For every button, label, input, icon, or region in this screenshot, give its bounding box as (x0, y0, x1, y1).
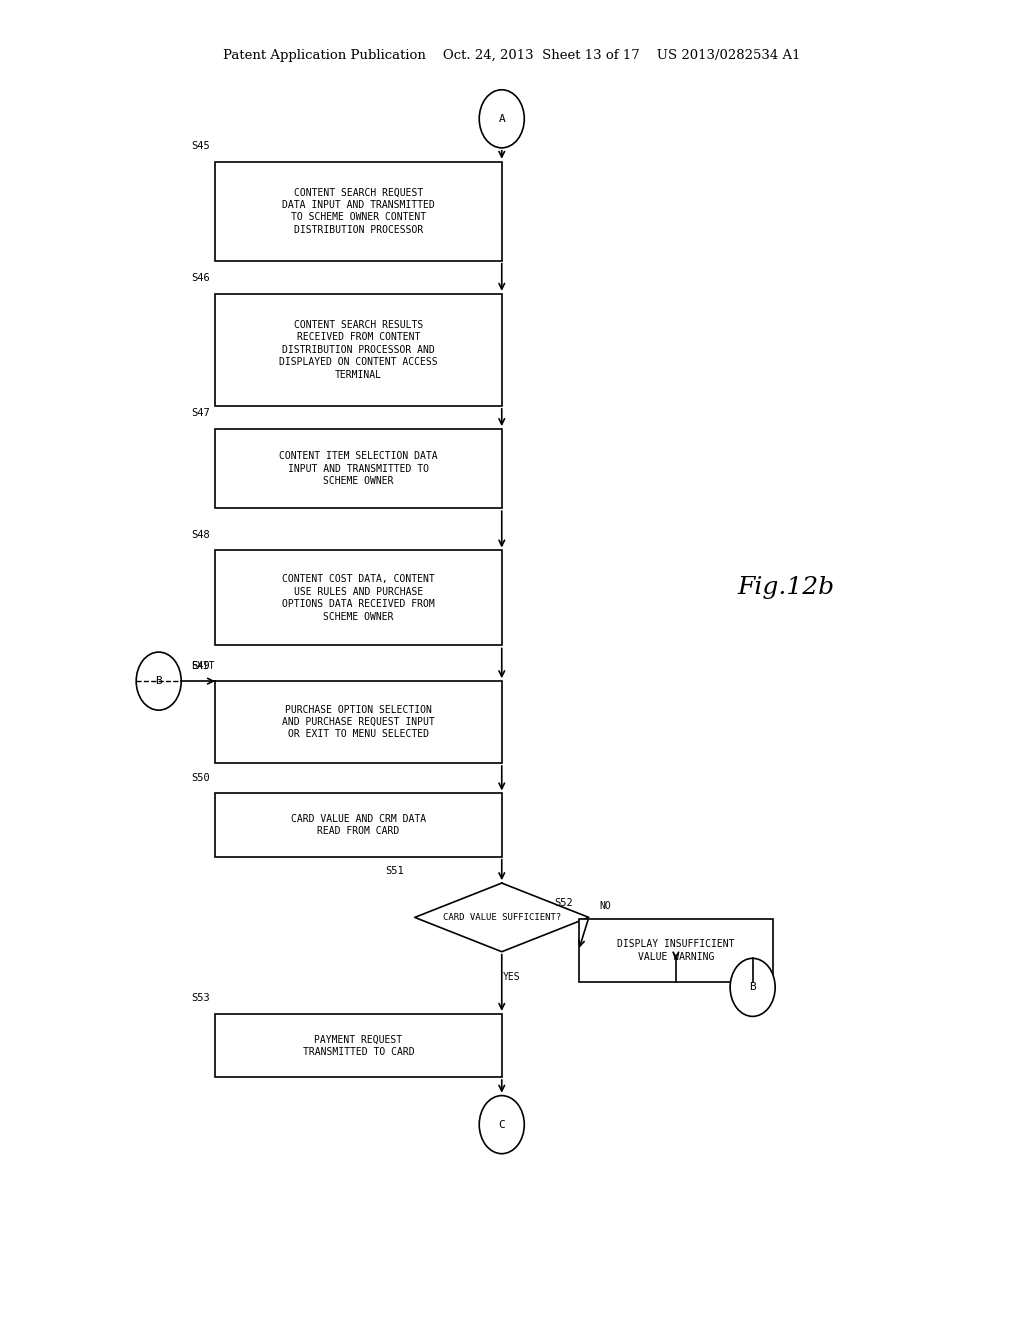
Text: C: C (499, 1119, 505, 1130)
FancyBboxPatch shape (215, 793, 502, 857)
Text: S47: S47 (191, 408, 210, 418)
FancyBboxPatch shape (215, 1014, 502, 1077)
FancyBboxPatch shape (215, 681, 502, 763)
Circle shape (479, 90, 524, 148)
Text: B: B (156, 676, 162, 686)
FancyBboxPatch shape (215, 550, 502, 645)
Text: B: B (750, 982, 756, 993)
Text: S51: S51 (386, 866, 404, 876)
Text: S49: S49 (191, 660, 210, 671)
FancyBboxPatch shape (215, 429, 502, 508)
FancyBboxPatch shape (215, 294, 502, 407)
Text: CONTENT SEARCH RESULTS
RECEIVED FROM CONTENT
DISTRIBUTION PROCESSOR AND
DISPLAYE: CONTENT SEARCH RESULTS RECEIVED FROM CON… (280, 319, 437, 380)
Text: Patent Application Publication    Oct. 24, 2013  Sheet 13 of 17    US 2013/02825: Patent Application Publication Oct. 24, … (223, 49, 801, 62)
Text: YES: YES (503, 972, 521, 982)
Text: S45: S45 (191, 141, 210, 152)
Text: S52: S52 (555, 898, 573, 908)
Text: EXIT: EXIT (191, 660, 215, 671)
Text: CARD VALUE AND CRM DATA
READ FROM CARD: CARD VALUE AND CRM DATA READ FROM CARD (291, 814, 426, 836)
Text: S48: S48 (191, 529, 210, 540)
Text: S50: S50 (191, 772, 210, 783)
Text: S53: S53 (191, 993, 210, 1003)
Polygon shape (415, 883, 589, 952)
Text: CONTENT COST DATA, CONTENT
USE RULES AND PURCHASE
OPTIONS DATA RECEIVED FROM
SCH: CONTENT COST DATA, CONTENT USE RULES AND… (282, 574, 435, 622)
Text: Fig.12b: Fig.12b (737, 576, 835, 599)
Text: PAYMENT REQUEST
TRANSMITTED TO CARD: PAYMENT REQUEST TRANSMITTED TO CARD (302, 1035, 415, 1056)
Text: A: A (499, 114, 505, 124)
Text: PURCHASE OPTION SELECTION
AND PURCHASE REQUEST INPUT
OR EXIT TO MENU SELECTED: PURCHASE OPTION SELECTION AND PURCHASE R… (282, 705, 435, 739)
Circle shape (479, 1096, 524, 1154)
Text: DISPLAY INSUFFICIENT
VALUE WARNING: DISPLAY INSUFFICIENT VALUE WARNING (617, 940, 734, 961)
FancyBboxPatch shape (215, 162, 502, 261)
Text: S46: S46 (191, 273, 210, 284)
FancyBboxPatch shape (579, 919, 773, 982)
Text: CONTENT SEARCH REQUEST
DATA INPUT AND TRANSMITTED
TO SCHEME OWNER CONTENT
DISTRI: CONTENT SEARCH REQUEST DATA INPUT AND TR… (282, 187, 435, 235)
Text: NO: NO (599, 900, 610, 911)
Text: CONTENT ITEM SELECTION DATA
INPUT AND TRANSMITTED TO
SCHEME OWNER: CONTENT ITEM SELECTION DATA INPUT AND TR… (280, 451, 437, 486)
Circle shape (136, 652, 181, 710)
Circle shape (730, 958, 775, 1016)
Text: CARD VALUE SUFFICIENT?: CARD VALUE SUFFICIENT? (442, 913, 561, 921)
